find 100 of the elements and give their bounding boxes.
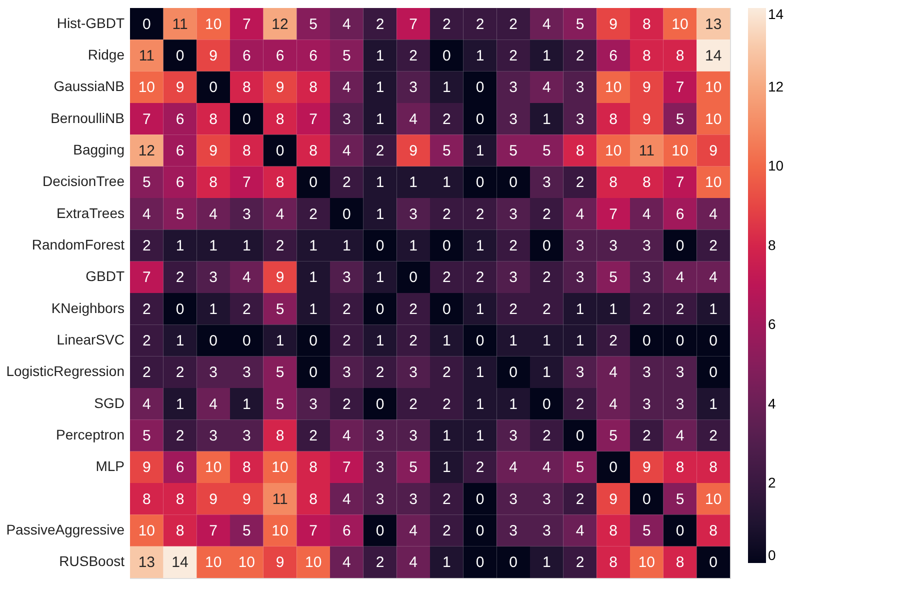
data-label: 1	[442, 459, 451, 476]
data-label: 2	[576, 48, 584, 64]
data-label: 0	[242, 110, 251, 128]
y-tick-label: BernoulliNB	[50, 110, 124, 126]
data-label: 9	[642, 110, 651, 128]
data-label: 8	[676, 554, 684, 572]
data-label: 2	[242, 300, 251, 318]
data-label: 3	[576, 79, 584, 96]
data-label: 3	[509, 522, 518, 540]
data-label: 0	[242, 332, 251, 350]
y-tick-label: MLP	[96, 458, 124, 474]
y-tick-label: Ridge	[88, 46, 125, 62]
color-bar-label: 12	[768, 78, 784, 94]
data-label: 5	[342, 48, 351, 64]
data-label: 1	[276, 332, 284, 350]
data-label: 10	[272, 459, 288, 476]
data-label: 9	[709, 142, 718, 160]
data-label: 3	[509, 428, 518, 444]
data-label: 3	[542, 174, 551, 192]
data-label: 1	[509, 332, 518, 350]
data-label: 6	[176, 142, 184, 160]
data-label: 6	[242, 48, 251, 64]
data-label: 10	[672, 142, 688, 160]
data-label: 4	[242, 269, 251, 286]
data-label: 1	[309, 238, 318, 254]
data-label: 0	[342, 206, 351, 223]
data-label: 2	[542, 269, 551, 286]
data-label: 8	[709, 522, 718, 540]
data-label: 3	[342, 269, 351, 286]
data-label: 5	[309, 16, 318, 33]
y-tick-label: GaussiaNB	[54, 78, 124, 94]
data-label: 0	[442, 48, 451, 64]
data-label: 5	[142, 428, 151, 444]
data-label: 0	[376, 522, 384, 540]
data-label: 3	[576, 110, 584, 128]
data-label: 1	[376, 332, 384, 350]
data-label: 12	[272, 16, 288, 33]
data-label: 1	[176, 332, 184, 350]
data-label: 0	[476, 79, 484, 96]
data-label: 7	[142, 110, 151, 128]
data-label: 3	[642, 269, 651, 286]
data-label: 3	[409, 428, 418, 444]
data-label: 8	[242, 142, 251, 160]
data-label: 3	[376, 490, 384, 508]
data-label: 4	[342, 554, 351, 572]
data-label: 1	[476, 238, 484, 254]
data-label: 2	[409, 396, 418, 413]
data-label: 3	[509, 206, 518, 223]
data-label: 1	[476, 364, 484, 382]
data-label: 0	[442, 300, 451, 318]
data-label: 9	[209, 48, 218, 64]
data-label: 2	[142, 300, 151, 318]
data-label: 0	[376, 396, 384, 413]
data-label: 2	[142, 238, 151, 254]
data-label: 0	[476, 554, 484, 572]
data-label: 2	[409, 332, 418, 350]
data-label: 8	[709, 459, 718, 476]
data-label: 8	[642, 174, 651, 192]
data-label: 4	[676, 269, 684, 286]
data-label: 0	[209, 332, 218, 350]
data-label: 2	[376, 142, 384, 160]
color-bar-label: 6	[768, 316, 776, 332]
data-label: 1	[442, 79, 451, 96]
data-label: 2	[442, 269, 451, 286]
data-label: 2	[442, 522, 451, 540]
data-label: 10	[604, 79, 622, 96]
data-label: 0	[709, 554, 718, 572]
color-bar-label: 2	[768, 474, 776, 491]
data-label: 1	[209, 238, 218, 254]
data-label: 0	[509, 554, 518, 572]
data-label: 1	[576, 332, 584, 350]
data-label: 7	[609, 206, 618, 223]
data-label: 0	[509, 174, 518, 192]
y-tick-label: LinearSVC	[56, 332, 124, 348]
data-label: 4	[642, 206, 651, 223]
data-label: 10	[138, 522, 156, 540]
data-label: 1	[542, 110, 551, 128]
data-label: 3	[309, 396, 318, 413]
data-label: 10	[604, 142, 622, 160]
data-label: 1	[542, 554, 551, 572]
data-label: 1	[476, 300, 484, 318]
y-tick-label: GBDT	[86, 268, 125, 284]
data-label: 0	[476, 490, 484, 508]
data-label: 2	[442, 364, 451, 382]
data-label: 10	[704, 490, 722, 508]
data-label: 4	[342, 79, 351, 96]
data-label: 0	[442, 238, 451, 254]
data-label: 0	[142, 16, 151, 33]
y-tick-label: KNeighbors	[51, 300, 124, 316]
data-label: 0	[709, 364, 718, 382]
data-label: 4	[542, 16, 551, 33]
data-label: 4	[142, 396, 151, 413]
data-label: 4	[342, 16, 351, 33]
data-label: 1	[309, 300, 318, 318]
data-label: 1	[509, 396, 518, 413]
data-label: 8	[142, 490, 151, 508]
data-label: 1	[709, 300, 718, 318]
data-label: 2	[142, 332, 151, 350]
data-label: 4	[609, 396, 618, 413]
data-label: 1	[376, 269, 384, 286]
